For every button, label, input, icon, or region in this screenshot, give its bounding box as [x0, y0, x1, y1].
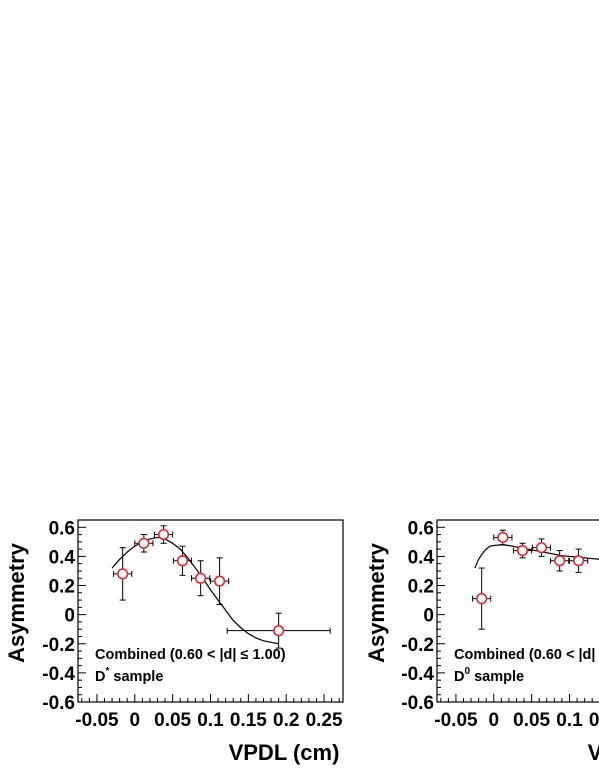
chart-2-x-tick-label: 0.15	[589, 710, 599, 731]
chart-2-x-tick-label: -0.05	[434, 710, 478, 731]
chart-2-annotation-line1: Combined (0.60 < |d| ≤ 1.00)	[454, 647, 599, 663]
chart-2-data-point	[493, 529, 513, 546]
chart-1-y-tick-label: 0	[64, 606, 75, 627]
chart-2-x-tick-label: 0.1	[556, 710, 583, 731]
sample-label-suffix: sample	[470, 669, 524, 685]
chart-1-y-tick-label: 0.4	[49, 547, 76, 568]
chart-2-x-tick-label: 0.05	[513, 710, 550, 731]
data-marker	[195, 572, 207, 584]
data-marker	[572, 555, 585, 567]
data-marker	[554, 555, 566, 567]
chart-2-data-point	[531, 538, 552, 557]
sample-particle-superscript: 0	[464, 666, 470, 677]
data-marker	[157, 528, 170, 541]
chart-2-x-tick-label: 0	[488, 710, 499, 731]
chart-1-x-tick-label: 0.1	[197, 710, 224, 731]
chart-1-data-point	[134, 534, 154, 553]
sample-label-suffix: sample	[109, 669, 163, 685]
chart-1-fit-curve	[111, 536, 279, 645]
data-marker	[497, 531, 509, 544]
data-marker	[476, 593, 488, 605]
chart-2-data-point	[550, 550, 570, 572]
chart-2-y-tick-label: -0.2	[401, 635, 434, 656]
chart-2-x-axis-title: VPDL (cm)	[588, 740, 599, 765]
chart-1-x-tick-label: -0.05	[75, 710, 119, 731]
data-marker	[117, 568, 129, 580]
chart-1-x-tick-label: 0.05	[154, 710, 191, 731]
chart-1: -0.6 -0.4 -0.2 0 0.2 0.4 0.6 -0.05 0 0.05 0.1 0.15 0…	[4, 518, 344, 765]
chart-2-data-point	[512, 542, 533, 559]
chart-1-annotation-line2: D* sample	[95, 666, 163, 685]
chart-1-data-point	[172, 545, 193, 576]
data-marker	[138, 537, 150, 549]
chart-1-y-tick-label: 0.6	[49, 518, 75, 539]
chart-2-data-point	[472, 567, 492, 630]
chart-1-annotation-line1: Combined (0.60 < |d| ≤ 1.00)	[95, 647, 286, 663]
chart-2-y-tick-label: 0	[423, 606, 434, 627]
chart-1-data-point	[210, 557, 230, 605]
chart-1-x-tick-label: 0.15	[230, 710, 267, 731]
chart-1-x-tick-label: 0.25	[306, 710, 343, 731]
chart-2-y-axis-title: Asymmetry	[364, 542, 389, 663]
chart-2-y-tick-label: -0.6	[401, 693, 434, 714]
chart-1-x-tick-label: 0.2	[273, 710, 299, 731]
chart-1-y-tick-label: -0.4	[42, 664, 75, 685]
chart-1-x-tick-label: 0	[129, 710, 140, 731]
data-marker	[535, 542, 548, 554]
sample-particle-superscript: *	[105, 666, 109, 677]
data-marker	[516, 544, 529, 557]
sample-particle-label: D	[95, 669, 105, 685]
chart-1-data-point	[226, 612, 331, 649]
chart-1-data-point	[191, 560, 211, 597]
chart-1-x-axis-title: VPDL (cm)	[229, 740, 340, 765]
chart-2: -0.6 -0.4 -0.2 0 0.2 0.4 0.6 -0.05 0 0.05 0.1 0.15 0…	[364, 518, 599, 765]
chart-1-y-tick-label: -0.2	[42, 635, 75, 656]
data-marker	[273, 625, 285, 637]
data-marker	[213, 575, 226, 587]
chart-1-y-tick-label: 0.2	[49, 577, 75, 598]
chart-2-y-tick-label: 0.6	[408, 518, 434, 539]
chart-1-data-point	[153, 525, 174, 544]
chart-1-data-point	[113, 547, 133, 601]
data-marker	[176, 555, 189, 567]
chart-2-annotation-line2: D0 sample	[454, 666, 524, 685]
chart-2-y-tick-label: -0.4	[401, 664, 434, 685]
sample-particle-label: D	[454, 669, 464, 685]
chart-2-y-tick-label: 0.2	[408, 577, 434, 598]
chart-2-data-point	[569, 548, 589, 573]
chart-1-y-axis-title: Asymmetry	[4, 542, 29, 663]
chart-1-y-tick-label: -0.6	[42, 693, 75, 714]
chart-2-y-tick-label: 0.4	[408, 547, 435, 568]
